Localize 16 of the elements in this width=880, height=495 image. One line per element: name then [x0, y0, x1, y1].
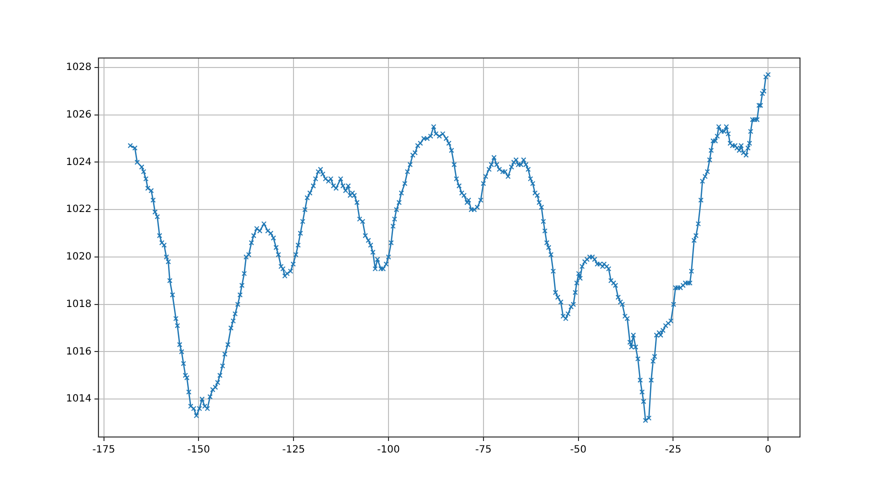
x-tick-label: -50	[570, 444, 586, 456]
y-tick-label: 1014	[66, 394, 92, 405]
x-tick-label: -25	[665, 444, 682, 456]
y-tick-label: 1028	[66, 62, 92, 74]
x-tick-label: -150	[187, 444, 210, 456]
y-tick-label: 1022	[66, 204, 92, 216]
x-tick-label: 0	[764, 444, 772, 456]
x-tick-label: -75	[475, 444, 492, 456]
x-tick-label: -125	[282, 444, 305, 456]
x-tick-label: -100	[377, 444, 400, 456]
y-tick-label: 1016	[66, 346, 92, 358]
y-tick-label: 1018	[66, 298, 92, 310]
y-tick-label: 1024	[66, 156, 92, 168]
x-tick-label: -175	[92, 444, 116, 456]
y-tick-label: 1026	[66, 109, 92, 120]
y-tick-label: 1020	[66, 252, 92, 263]
